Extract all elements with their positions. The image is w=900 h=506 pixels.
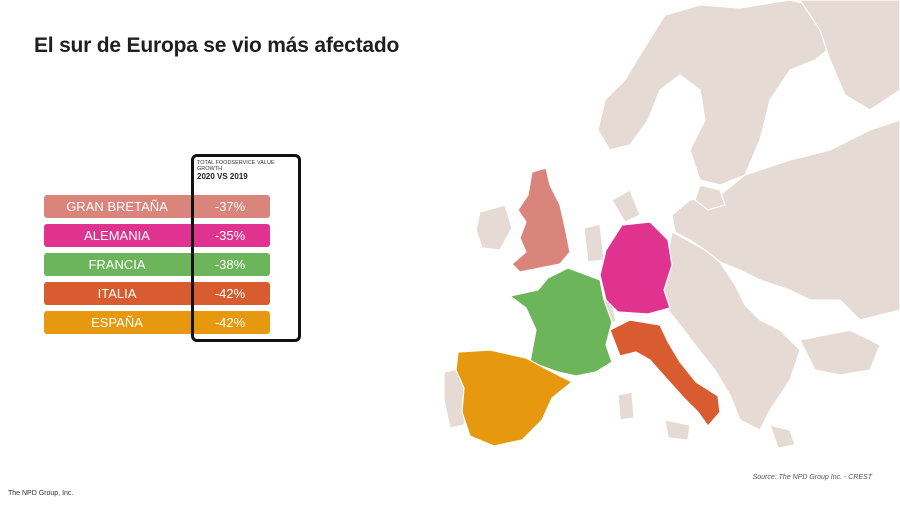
map-espana [455, 349, 574, 447]
europe-land [443, 0, 900, 449]
growth-value: -37% [214, 199, 246, 214]
footer-credit: The NPD Group, Inc. [8, 490, 74, 497]
map-francia [508, 267, 613, 377]
map-italia [609, 319, 721, 427]
country-label: GRAN BRETAÑA [66, 199, 168, 214]
country-label: ITALIA [97, 286, 137, 301]
country-label: FRANCIA [88, 257, 146, 272]
row-italia: ITALIA -42% [44, 282, 270, 305]
growth-value: -35% [214, 228, 246, 243]
growth-value: -38% [214, 257, 246, 272]
source-note: Source: The NPD Group Inc. - CREST [752, 474, 872, 481]
row-alemania: ALEMANIA -35% [44, 224, 270, 247]
europe-map [443, 0, 900, 449]
row-francia: FRANCIA -38% [44, 253, 270, 276]
row-espana: ESPAÑA -42% [44, 311, 270, 334]
growth-value: -42% [214, 286, 246, 301]
column-subtitle: 2020 VS 2019 [197, 172, 248, 181]
map-alemania [599, 221, 673, 315]
row-gran-bretana: GRAN BRETAÑA -37% [44, 195, 270, 218]
growth-value: -42% [214, 315, 246, 330]
country-label: ESPAÑA [91, 315, 143, 330]
country-label: ALEMANIA [84, 228, 150, 243]
map-gran-bretana [511, 167, 571, 273]
column-caption: TOTAL FOODSERVICE VALUE GROWTH [197, 160, 275, 173]
value-column-frame [191, 154, 301, 342]
page-title: El sur de Europa se vio más afectado [34, 34, 400, 57]
